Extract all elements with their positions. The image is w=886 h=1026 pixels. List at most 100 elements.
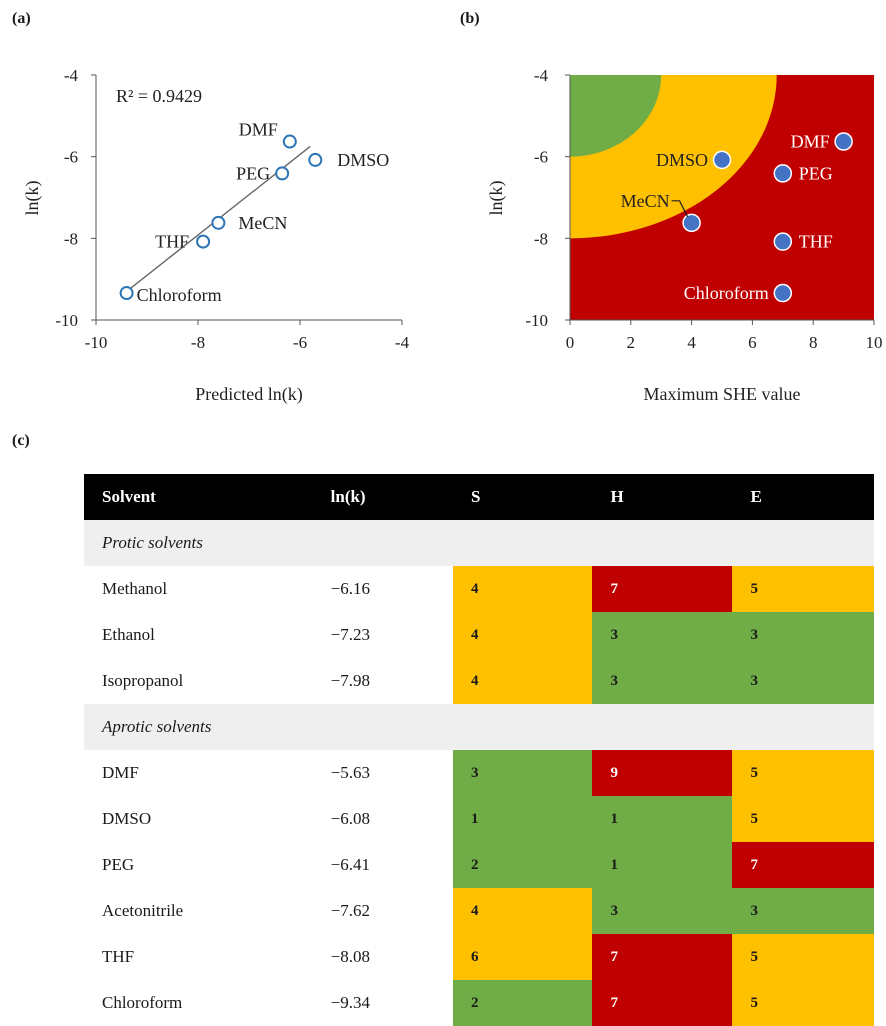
point-label-dmf: DMF — [791, 132, 830, 152]
column-header: S — [452, 474, 593, 520]
solvent-name-cell: Chloroform — [102, 993, 183, 1012]
y-tick-label: -6 — [534, 148, 548, 167]
solvent-name-cell: Methanol — [102, 579, 168, 598]
score-cell: 5 — [732, 934, 874, 980]
score-cell: 3 — [592, 612, 733, 658]
data-point-peg — [275, 166, 290, 181]
table-row: PEG −6.41 2 1 7 — [84, 842, 874, 888]
point-label-chloroform: Chloroform — [684, 283, 769, 303]
group-label: Protic solvents — [84, 520, 874, 566]
point-label-thf: THF — [155, 232, 189, 252]
y-tick-label: -8 — [534, 229, 548, 248]
solvent-name-cell: DMSO — [102, 809, 152, 828]
score-cell: 2 — [452, 980, 593, 1026]
score-cell: 1 — [452, 796, 593, 842]
lnk-value-cell: −7.62 — [330, 901, 370, 920]
data-point-dmso — [712, 150, 732, 170]
solvent-name-cell: Ethanol — [102, 625, 155, 644]
y-axis-label: ln(k) — [22, 181, 43, 216]
table-row: THF −8.08 6 7 5 — [84, 934, 874, 980]
y-tick-label: -4 — [534, 66, 549, 85]
score-cell: 2 — [452, 842, 593, 888]
score-cell: 3 — [592, 658, 733, 704]
table-row: Ethanol −7.23 4 3 3 — [84, 612, 874, 658]
group-row: Aprotic solvents — [84, 704, 874, 750]
table-row: DMF −5.63 3 9 5 — [84, 750, 874, 796]
score-cell: 4 — [452, 566, 593, 612]
point-label-chloroform: Chloroform — [137, 285, 222, 305]
lnk-value-cell: −5.63 — [330, 763, 370, 782]
y-tick-label: -4 — [64, 66, 79, 85]
panel-a-label: (a) — [12, 10, 31, 27]
y-tick-label: -6 — [64, 148, 78, 167]
x-tick-label: 4 — [687, 333, 696, 352]
x-tick-label: -4 — [395, 333, 410, 352]
data-point-dmso — [308, 152, 323, 167]
x-tick-label: 0 — [566, 333, 575, 352]
table-row: DMSO −6.08 1 1 5 — [84, 796, 874, 842]
lnk-value-cell: −9.34 — [330, 993, 370, 1012]
column-header: Solvent — [84, 474, 313, 520]
score-cell: 4 — [452, 888, 593, 934]
data-point-mecn — [211, 215, 226, 230]
column-header: H — [592, 474, 733, 520]
x-tick-label: 6 — [748, 333, 757, 352]
score-cell: 4 — [452, 612, 593, 658]
score-cell: 3 — [452, 750, 593, 796]
solvent-name-cell: Acetonitrile — [102, 901, 184, 920]
score-cell: 3 — [732, 658, 874, 704]
point-label-dmso: DMSO — [656, 150, 708, 170]
score-cell: 7 — [592, 934, 733, 980]
column-header: E — [732, 474, 874, 520]
score-cell: 3 — [592, 888, 733, 934]
score-cell: 5 — [732, 980, 874, 1026]
lnk-value-cell: −6.41 — [330, 855, 370, 874]
point-label-mecn: MeCN — [621, 191, 670, 211]
mecn-leader-line — [671, 200, 689, 218]
data-point-chloroform — [773, 283, 793, 303]
solvent-name-cell: THF — [102, 947, 135, 966]
table-row: Acetonitrile −7.62 4 3 3 — [84, 888, 874, 934]
score-cell: 1 — [592, 842, 733, 888]
score-cell: 9 — [592, 750, 733, 796]
data-point-dmf — [834, 132, 853, 151]
solvent-table: Solvent ln(k) S H E Protic solvents Methanol −6… — [84, 474, 874, 1026]
data-point-chloroform — [119, 286, 134, 301]
data-point-thf — [196, 234, 211, 249]
point-label-thf: THF — [799, 232, 833, 252]
x-tick-label: 2 — [627, 333, 636, 352]
data-point-thf — [773, 232, 793, 251]
x-tick-label: -10 — [85, 333, 108, 352]
lnk-value-cell: −8.08 — [330, 947, 370, 966]
x-tick-label: -6 — [293, 333, 307, 352]
score-cell: 7 — [592, 980, 733, 1026]
point-label-peg: PEG — [236, 163, 270, 183]
point-label-peg: PEG — [799, 163, 833, 183]
y-axis-label: ln(k) — [486, 181, 507, 216]
x-axis-label: Maximum SHE value — [644, 384, 801, 404]
region-green — [570, 75, 662, 157]
y-tick-label: -10 — [525, 311, 548, 330]
panel-c-label: (c) — [12, 432, 30, 449]
y-tick-label: -10 — [55, 311, 78, 330]
x-tick-label: 10 — [866, 333, 883, 352]
x-tick-label: 8 — [809, 333, 818, 352]
solvent-name-cell: DMF — [102, 763, 139, 782]
lnk-value-cell: −6.16 — [330, 579, 370, 598]
score-cell: 4 — [452, 658, 593, 704]
lnk-value-cell: −7.23 — [330, 625, 370, 644]
table-header-row: Solvent ln(k) S H E — [84, 474, 874, 520]
table-row: Chloroform −9.34 2 7 5 — [84, 980, 874, 1026]
x-axis-label: Predicted ln(k) — [195, 384, 302, 405]
panel-b-label: (b) — [460, 10, 480, 27]
score-cell: 5 — [732, 796, 874, 842]
column-header: ln(k) — [312, 474, 453, 520]
table-row: Isopropanol −7.98 4 3 3 — [84, 658, 874, 704]
y-tick-label: -8 — [64, 229, 78, 248]
score-cell: 5 — [732, 566, 874, 612]
score-cell: 7 — [732, 842, 874, 888]
point-label-dmf: DMF — [239, 120, 278, 140]
solvent-name-cell: Isopropanol — [102, 671, 184, 690]
x-tick-label: -8 — [191, 333, 205, 352]
point-label-mecn: MeCN — [238, 213, 287, 233]
